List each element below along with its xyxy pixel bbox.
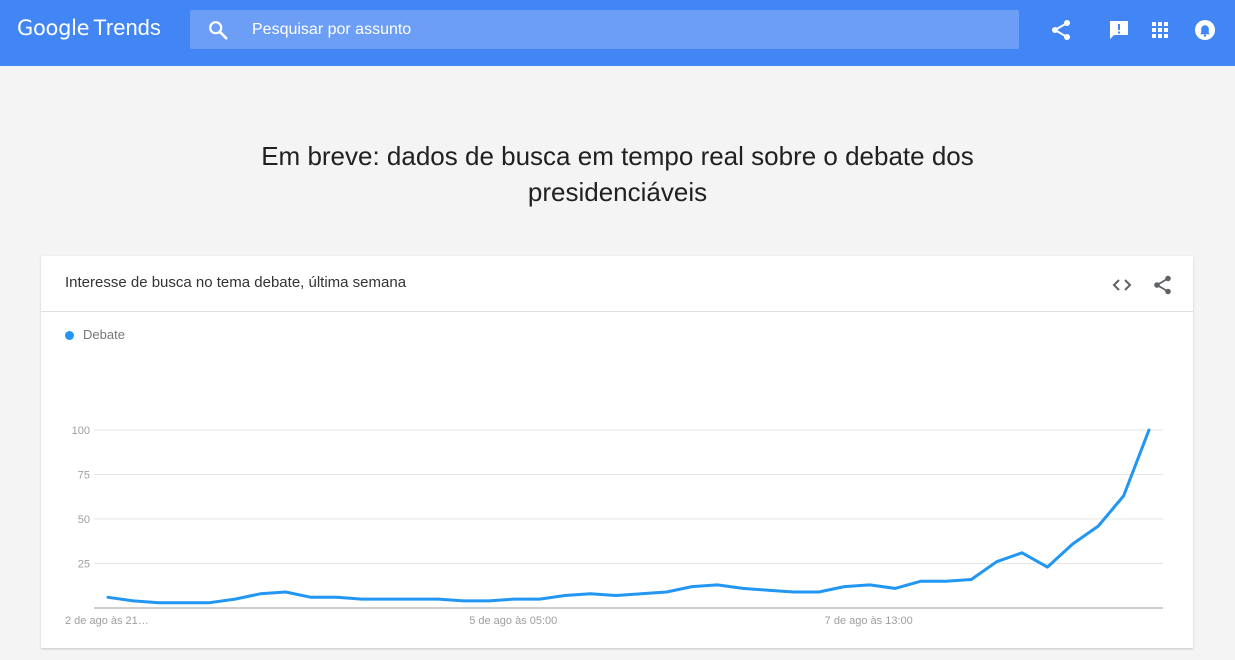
series-line-debate[interactable] xyxy=(106,428,1151,605)
embed-icon[interactable] xyxy=(1110,273,1134,297)
data-point[interactable] xyxy=(1045,565,1049,569)
logo-product: Trends xyxy=(93,15,161,40)
data-point[interactable] xyxy=(918,579,922,583)
data-point[interactable] xyxy=(944,579,948,583)
card-share-icon[interactable] xyxy=(1151,273,1175,297)
data-point[interactable] xyxy=(208,601,212,605)
data-point[interactable] xyxy=(487,599,491,603)
data-point[interactable] xyxy=(385,597,389,601)
legend-label: Debate xyxy=(83,327,125,342)
data-point[interactable] xyxy=(258,592,262,596)
x-tick-label: 7 de ago às 13:00 xyxy=(825,615,913,627)
data-point[interactable] xyxy=(792,590,796,594)
card-header: Interesse de busca no tema debate, últim… xyxy=(41,256,1193,312)
data-point[interactable] xyxy=(157,601,161,605)
data-point[interactable] xyxy=(766,588,770,592)
y-tick-label: 100 xyxy=(72,425,90,437)
google-trends-logo[interactable]: Google Trends xyxy=(17,14,161,42)
data-point[interactable] xyxy=(461,599,465,603)
top-bar: Google Trends xyxy=(0,0,1235,66)
data-point[interactable] xyxy=(436,597,440,601)
data-point[interactable] xyxy=(335,595,339,599)
apps-icon[interactable] xyxy=(1148,18,1172,42)
logo-brand: Google xyxy=(17,16,90,40)
data-point[interactable] xyxy=(817,590,821,594)
search-icon[interactable] xyxy=(207,19,229,41)
data-point[interactable] xyxy=(868,583,872,587)
y-tick-label: 50 xyxy=(78,514,90,526)
search-input[interactable] xyxy=(252,10,992,49)
x-tick-label: 2 de ago às 21… xyxy=(65,615,149,627)
interest-over-time-card: Interesse de busca no tema debate, últim… xyxy=(41,256,1193,648)
data-point[interactable] xyxy=(969,578,973,582)
x-tick-label: 5 de ago às 05:00 xyxy=(469,615,557,627)
data-point[interactable] xyxy=(1122,494,1126,498)
data-point[interactable] xyxy=(614,594,618,598)
data-point[interactable] xyxy=(309,595,313,599)
notifications-icon[interactable] xyxy=(1193,18,1217,42)
data-point[interactable] xyxy=(995,560,999,564)
share-icon[interactable] xyxy=(1049,18,1073,42)
data-point[interactable] xyxy=(665,590,669,594)
data-point[interactable] xyxy=(1147,428,1151,432)
data-point[interactable] xyxy=(690,585,694,589)
data-point[interactable] xyxy=(842,585,846,589)
card-title: Interesse de busca no tema debate, últim… xyxy=(65,274,407,291)
data-point[interactable] xyxy=(411,597,415,601)
y-tick-label: 25 xyxy=(78,559,90,571)
data-point[interactable] xyxy=(538,597,542,601)
data-point[interactable] xyxy=(233,597,237,601)
data-point[interactable] xyxy=(1071,542,1075,546)
page-headline: Em breve: dados de busca em tempo real s… xyxy=(0,138,1235,210)
data-point[interactable] xyxy=(284,590,288,594)
data-point[interactable] xyxy=(106,595,110,599)
line-chart: 25 50 75 100 2 de ago às 21… 5 de ago às 05:0… xyxy=(65,425,1163,627)
data-point[interactable] xyxy=(1020,551,1024,555)
data-point[interactable] xyxy=(512,597,516,601)
data-point[interactable] xyxy=(563,594,567,598)
data-point[interactable] xyxy=(1096,524,1100,528)
legend-dot xyxy=(65,331,74,340)
data-point[interactable] xyxy=(131,599,135,603)
data-point[interactable] xyxy=(182,601,186,605)
headline-text: Em breve: dados de busca em tempo real s… xyxy=(261,141,974,207)
search-box[interactable] xyxy=(190,10,1019,49)
data-point[interactable] xyxy=(741,586,745,590)
data-point[interactable] xyxy=(360,597,364,601)
data-point[interactable] xyxy=(893,586,897,590)
data-point[interactable] xyxy=(588,592,592,596)
data-point[interactable] xyxy=(639,592,643,596)
feedback-icon[interactable] xyxy=(1107,18,1131,42)
y-tick-label: 75 xyxy=(78,470,90,482)
data-point[interactable] xyxy=(715,583,719,587)
